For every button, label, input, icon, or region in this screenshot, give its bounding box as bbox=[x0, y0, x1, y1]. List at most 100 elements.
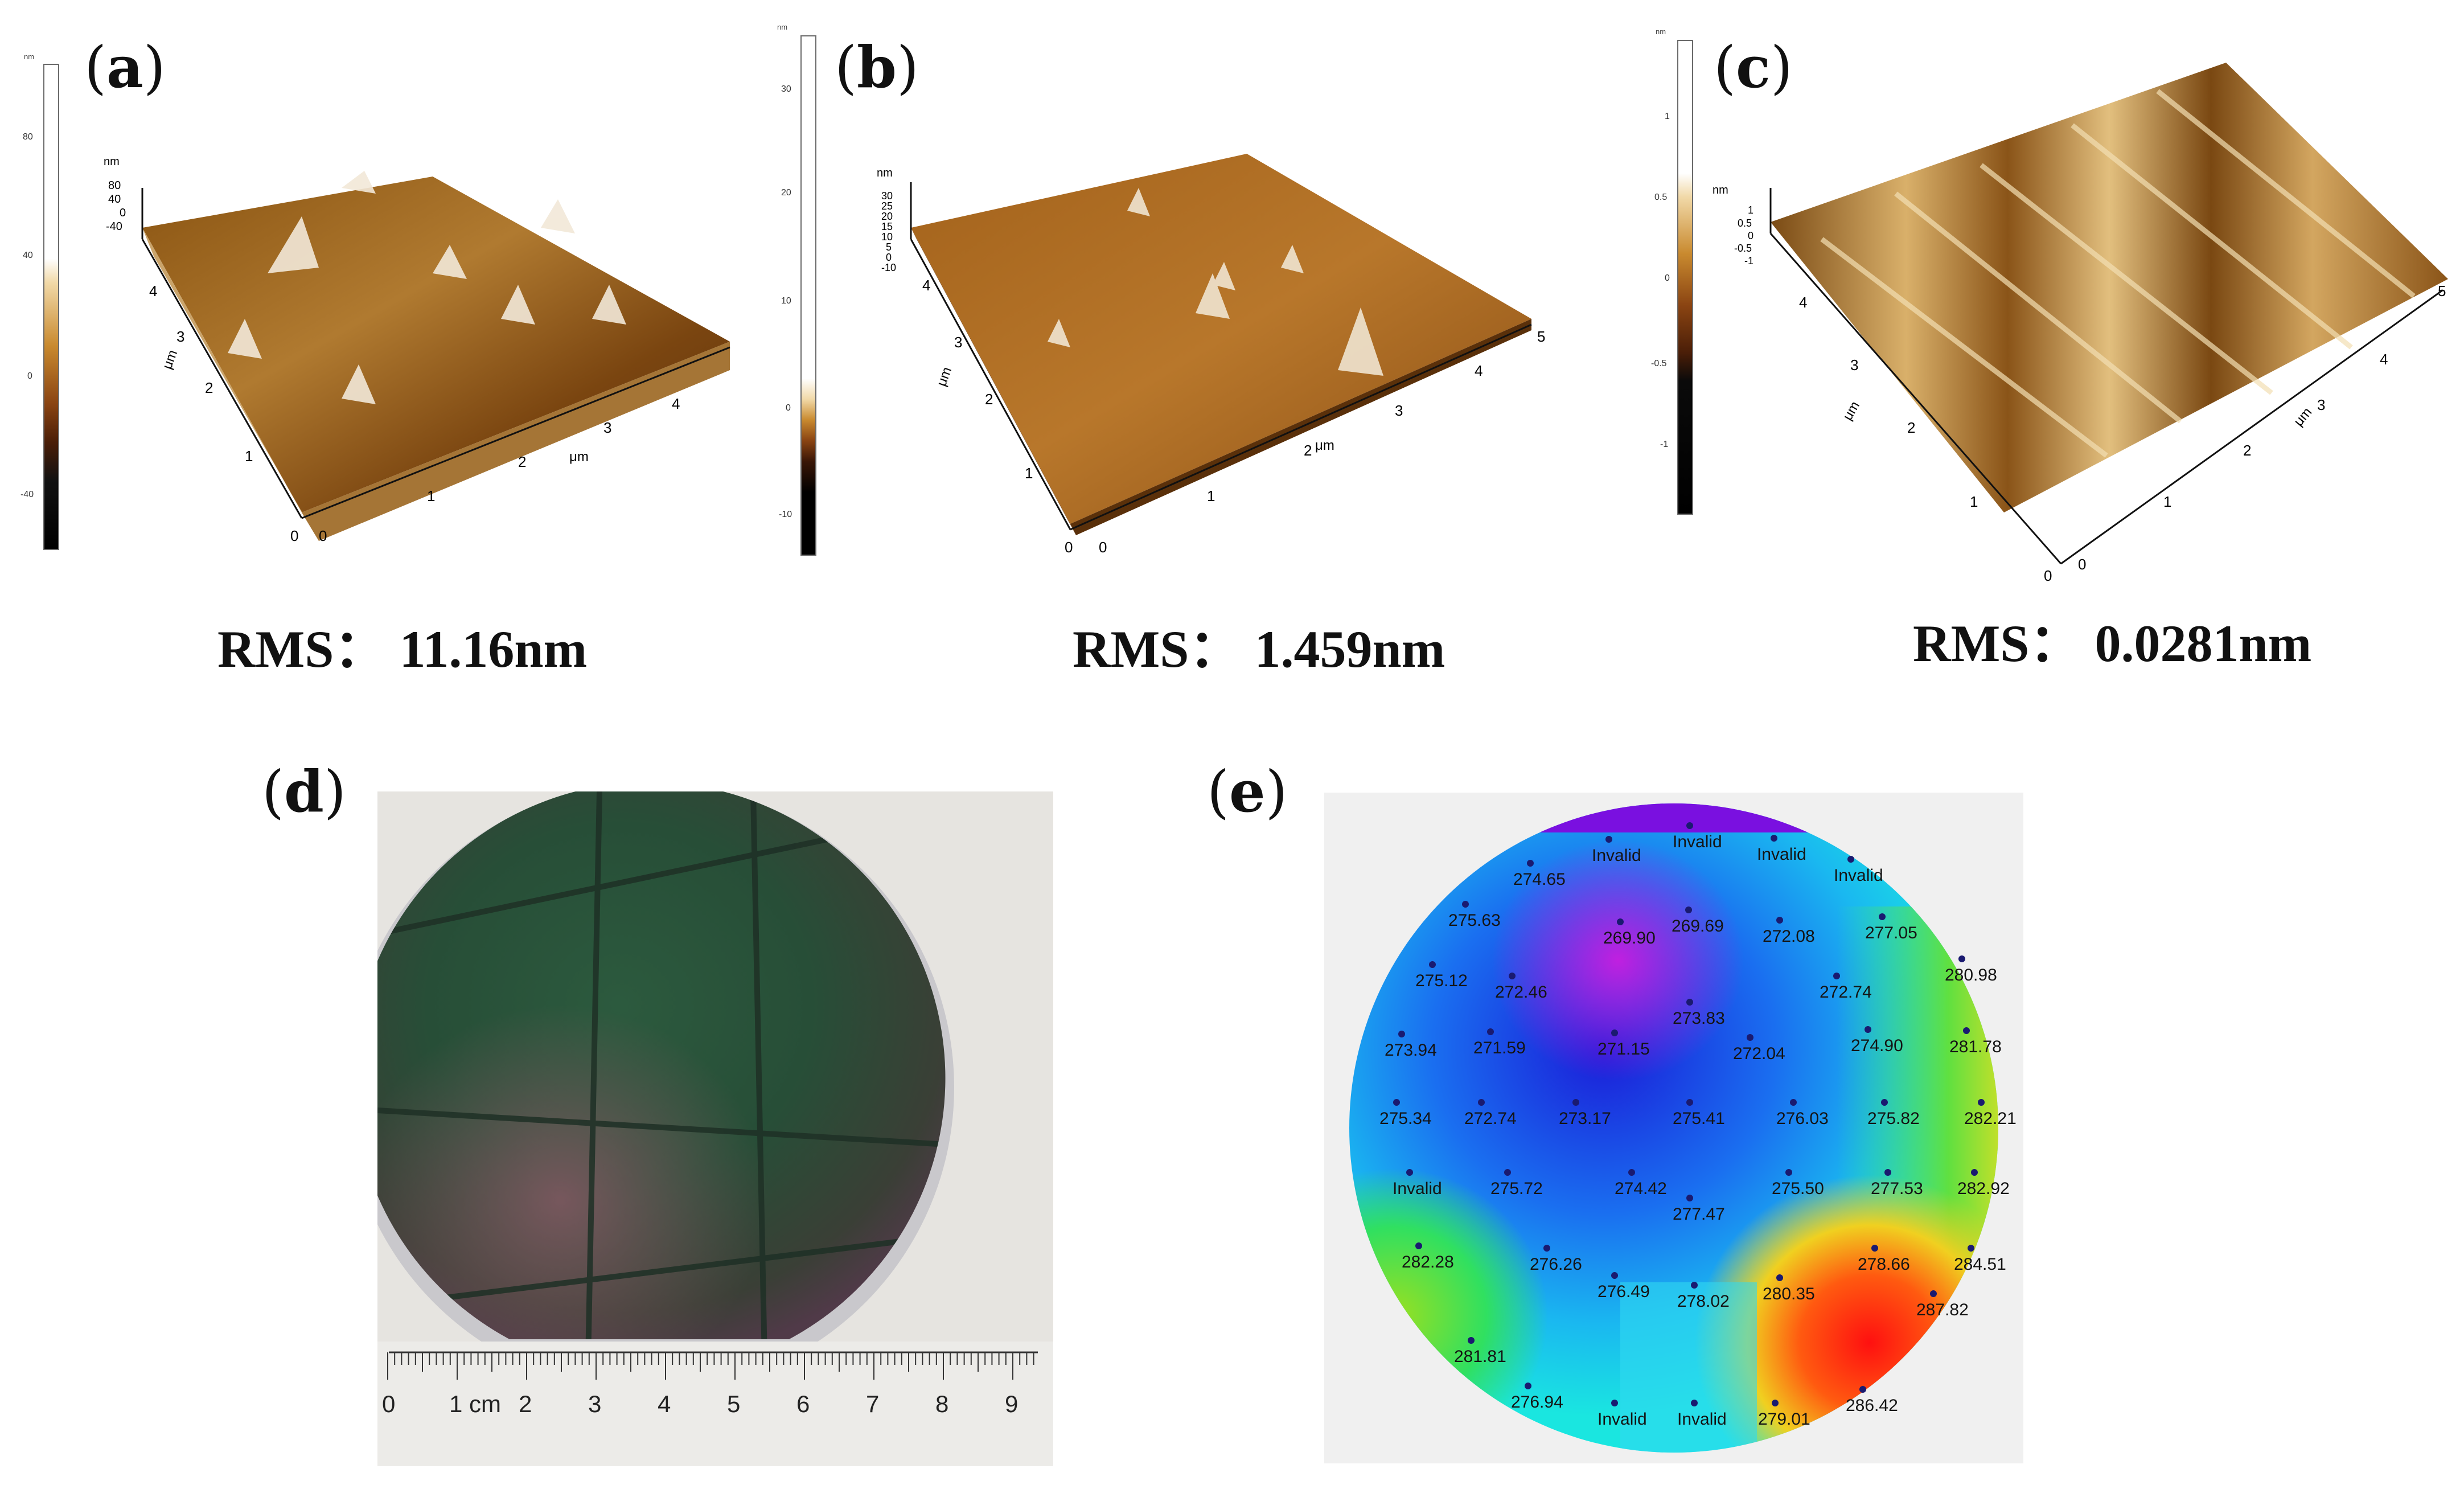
colorbar-b-tick: 30 bbox=[781, 84, 791, 94]
map-point-marker bbox=[1462, 901, 1469, 908]
ruler-label: 8 bbox=[935, 1390, 948, 1417]
afm-b-z-tick: 5 bbox=[886, 241, 892, 253]
map-point-marker bbox=[1833, 973, 1840, 979]
afm-a-y-unit: μm bbox=[159, 348, 180, 371]
colorbar-a-tick: 40 bbox=[23, 251, 33, 260]
map-point-marker bbox=[1504, 1169, 1511, 1176]
afm-b-x-tick: 4 bbox=[1475, 362, 1482, 379]
map-point-value: Invalid bbox=[1757, 845, 1806, 864]
thickness-map-drawing: Invalid Invalid Invalid Invalid 274.65 275.63… bbox=[1349, 803, 2017, 1453]
map-point-marker bbox=[1871, 1245, 1878, 1252]
afm-b-y-tick: 2 bbox=[985, 391, 993, 408]
map-point-value: 277.53 bbox=[1871, 1179, 1923, 1198]
map-point-value: 276.49 bbox=[1598, 1282, 1650, 1301]
afm-b-x-tick: 3 bbox=[1395, 402, 1403, 419]
map-point-marker bbox=[1771, 835, 1777, 842]
map-point-marker bbox=[1509, 973, 1516, 979]
ruler-label: 2 bbox=[519, 1390, 532, 1417]
afm-c-z-tick: 0 bbox=[1748, 230, 1753, 241]
map-point-marker bbox=[1859, 1386, 1866, 1393]
afm-a-x-tick: 1 bbox=[427, 487, 435, 504]
map-point-value: 272.74 bbox=[1820, 983, 1872, 1002]
map-point-value: 275.72 bbox=[1490, 1179, 1543, 1198]
afm-surfaces: nm 80 40 0 -40 μm μm 0 1 2 3 4 0 1 2 3 4… bbox=[104, 63, 2448, 584]
colorbar-a-tick: -40 bbox=[20, 490, 34, 499]
map-point-marker bbox=[1865, 1026, 1871, 1033]
map-point-marker bbox=[1611, 1400, 1618, 1406]
afm-b-z-tick: -10 bbox=[881, 262, 896, 273]
colorbar-a bbox=[43, 64, 59, 550]
ruler-label: 6 bbox=[796, 1390, 810, 1417]
thickness-map: Invalid Invalid Invalid Invalid 274.65 275.63… bbox=[1324, 793, 2023, 1463]
panel-d-label: (d) bbox=[262, 758, 346, 825]
map-point-marker bbox=[1881, 1099, 1888, 1106]
map-point-value: 275.82 bbox=[1867, 1109, 1920, 1128]
afm-surface-a bbox=[141, 171, 730, 541]
afm-c-x-tick: 2 bbox=[2243, 442, 2251, 459]
afm-c-z-tick: -1 bbox=[1744, 255, 1753, 266]
map-point-value: Invalid bbox=[1673, 832, 1722, 851]
colorbar-b-tick: -10 bbox=[779, 510, 792, 519]
map-point-marker bbox=[1776, 917, 1783, 924]
map-point-value: 281.81 bbox=[1454, 1347, 1506, 1366]
afm-c-x-tick: 4 bbox=[2380, 351, 2388, 368]
panel-b-label: (b) bbox=[835, 34, 919, 101]
colorbar-c-tick: 1 bbox=[1665, 112, 1670, 121]
afm-b-x-unit: μm bbox=[1315, 438, 1334, 453]
map-point-value: 273.94 bbox=[1385, 1041, 1437, 1060]
afm-c-x-tick: 3 bbox=[2317, 396, 2325, 413]
afm-c-x-tick: 5 bbox=[2438, 282, 2446, 300]
map-point-marker bbox=[1527, 860, 1534, 867]
map-point-value: 277.47 bbox=[1673, 1205, 1725, 1224]
map-point-marker bbox=[1686, 999, 1693, 1006]
afm-a-y-tick: 3 bbox=[176, 328, 184, 345]
afm-b-x-tick: 2 bbox=[1304, 442, 1312, 459]
afm-a-y-tick: 2 bbox=[205, 379, 213, 396]
colorbar-b-tick: 0 bbox=[786, 403, 791, 413]
afm-c-z-tick: 0.5 bbox=[1738, 218, 1752, 229]
map-point-value: Invalid bbox=[1393, 1179, 1442, 1198]
colorbar-b-tick: 10 bbox=[781, 296, 791, 306]
afm-b-x-tick: 1 bbox=[1207, 487, 1215, 504]
afm-a-z-tick: 40 bbox=[108, 193, 121, 206]
map-point-value: 275.34 bbox=[1379, 1109, 1432, 1128]
colorbar-c bbox=[1677, 40, 1693, 515]
map-point-marker bbox=[1958, 955, 1965, 962]
map-point-value: 272.04 bbox=[1733, 1044, 1785, 1063]
colorbar-c-tick: -0.5 bbox=[1651, 359, 1667, 368]
afm-b-z-tick: 25 bbox=[881, 200, 893, 212]
map-point-value: 272.08 bbox=[1763, 927, 1815, 946]
map-point-value: 280.35 bbox=[1763, 1285, 1815, 1303]
wafer-photo: 0 1 cm 2 3 4 5 6 7 8 9 bbox=[377, 791, 1053, 1466]
ruler-label: 9 bbox=[1005, 1390, 1018, 1417]
map-point-value: 272.46 bbox=[1495, 983, 1547, 1002]
map-point-marker bbox=[1429, 961, 1436, 968]
map-point-value: 280.98 bbox=[1945, 966, 1997, 985]
map-point-marker bbox=[1628, 1169, 1635, 1176]
ruler-label: 4 bbox=[658, 1390, 671, 1417]
afm-b-z-tick: 20 bbox=[881, 211, 893, 222]
colorbar-c-tick: 0.5 bbox=[1654, 192, 1668, 202]
afm-b-z-unit: nm bbox=[877, 167, 893, 179]
map-point-value: 275.41 bbox=[1673, 1109, 1725, 1128]
map-point-value: 275.12 bbox=[1415, 971, 1468, 990]
map-point-marker bbox=[1487, 1028, 1494, 1035]
afm-b-y-tick: 0 bbox=[1065, 539, 1073, 556]
afm-b-z-tick: 10 bbox=[881, 231, 893, 243]
afm-c-y-tick: 3 bbox=[1850, 356, 1858, 374]
map-point-marker bbox=[1691, 1282, 1698, 1289]
ruler-label: 7 bbox=[866, 1390, 879, 1417]
afm-c-y-unit: μm bbox=[1840, 399, 1863, 423]
map-point-value: 274.42 bbox=[1615, 1179, 1667, 1198]
map-point-marker bbox=[1978, 1099, 1985, 1106]
afm-a-y-tick: 1 bbox=[245, 448, 253, 465]
map-point-value: Invalid bbox=[1677, 1410, 1727, 1429]
colorbar-a-unit: nm bbox=[24, 52, 35, 61]
rms-caption-c: RMS： 0.0281nm bbox=[1913, 614, 2312, 672]
rms-caption-a: RMS： 11.16nm bbox=[217, 620, 588, 678]
wafer-photo-drawing: 0 1 cm 2 3 4 5 6 7 8 9 bbox=[377, 791, 1053, 1466]
map-point-value: 286.42 bbox=[1846, 1396, 1898, 1415]
afm-a-z-tick: -40 bbox=[106, 220, 122, 233]
colorbar-a-tick: 80 bbox=[23, 132, 33, 142]
map-point-value: 274.90 bbox=[1851, 1036, 1903, 1055]
